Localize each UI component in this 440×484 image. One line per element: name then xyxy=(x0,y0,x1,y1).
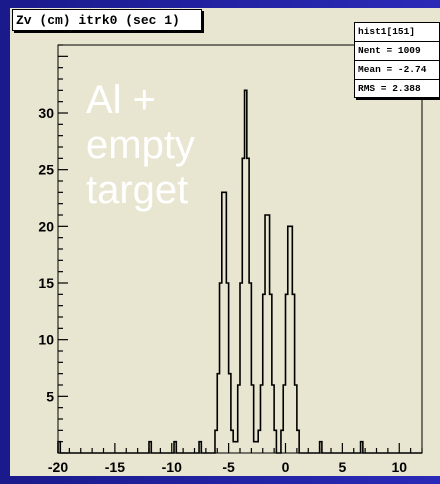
x-tick-label: -10 xyxy=(162,459,182,475)
stats-mean: Mean = -2.74 xyxy=(355,61,439,80)
overlay-line: empty xyxy=(86,123,195,167)
x-tick-label: -5 xyxy=(222,459,235,475)
x-tick-label: -20 xyxy=(48,459,68,475)
overlay-label: Al + empty target xyxy=(86,78,195,213)
stats-box: hist1[151] Nent = 1009 Mean = -2.74 RMS … xyxy=(354,22,440,98)
overlay-line: target xyxy=(86,168,189,212)
x-tick-label: -15 xyxy=(105,459,125,475)
stats-rms: RMS = 2.388 xyxy=(358,83,421,94)
y-tick-label: 30 xyxy=(38,105,54,121)
histogram-series xyxy=(57,89,422,454)
stats-hist-name: hist1[151] xyxy=(355,23,439,42)
x-tick-label: 0 xyxy=(282,459,290,475)
x-tick-label: 5 xyxy=(338,459,346,475)
plot-title: Zv (cm) itrk0 (sec 1) xyxy=(12,9,202,31)
y-tick-label: 20 xyxy=(38,218,54,234)
y-tick-label: 25 xyxy=(38,162,54,178)
stats-entries: Nent = 1009 xyxy=(355,42,439,61)
y-tick-label: 15 xyxy=(38,275,54,291)
x-tick-label: 10 xyxy=(391,459,407,475)
plot-area: -20 -15 -10 -5 0 5 10 5 10 15 20 25 30 xyxy=(38,44,423,475)
y-tick-label: 10 xyxy=(38,332,54,348)
y-tick-label: 5 xyxy=(46,388,54,404)
overlay-line: Al + xyxy=(86,78,157,122)
